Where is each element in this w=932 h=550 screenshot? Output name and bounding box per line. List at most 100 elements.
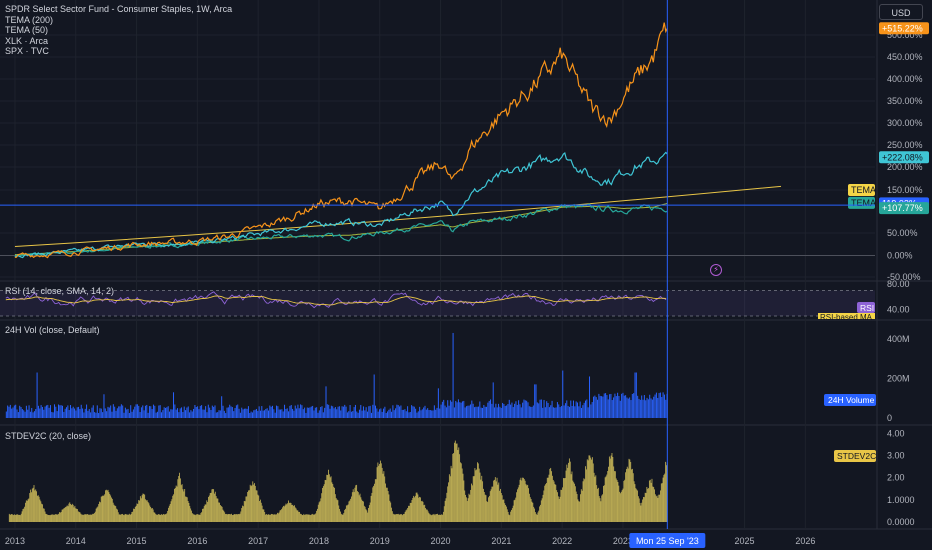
stdev-bar: [76, 509, 78, 522]
stdev-bar: [403, 513, 405, 522]
stdev-bar: [431, 515, 432, 522]
stdev-bar: [573, 482, 575, 522]
stdev-bar: [644, 492, 646, 522]
stdev-bar: [536, 514, 538, 522]
stdev-bar: [423, 505, 425, 522]
legend-tema-50[interactable]: TEMA (50): [5, 25, 49, 35]
volume-bar: [530, 406, 532, 418]
rsi-pane-title[interactable]: RSI (14, close, SMA, 14, 2): [5, 286, 115, 296]
volume-bar: [146, 404, 148, 418]
volume-bar: [207, 404, 209, 418]
volume-bar: [258, 406, 260, 418]
stdev-bar: [195, 515, 197, 522]
volume-bar: [526, 400, 528, 418]
stdev-bar: [340, 513, 342, 522]
volume-bar: [615, 396, 617, 418]
volume-bar: [570, 400, 572, 418]
volume-bar: [52, 412, 54, 418]
volume-bar: [302, 409, 304, 418]
stdev-bar: [471, 485, 473, 522]
stdev-bar: [323, 484, 325, 522]
stdev-bar: [100, 496, 102, 522]
symbol-title[interactable]: SPDR Select Sector Fund - Consumer Stapl…: [5, 4, 233, 14]
volume-bar: [641, 395, 643, 418]
volume-bar: [408, 412, 410, 418]
stdev-bar: [230, 514, 232, 522]
legend-tema-200[interactable]: TEMA (200): [5, 14, 54, 25]
x-axis-tick-1: 2014: [66, 536, 86, 546]
stdev-bar: [317, 504, 319, 522]
currency-button[interactable]: USD: [879, 4, 923, 20]
stdev-bar: [655, 496, 657, 522]
stdev-bar: [375, 479, 377, 522]
volume-y-tick-0: 400M: [887, 334, 910, 344]
stdev-bar: [654, 494, 656, 522]
stdev-bar: [460, 462, 461, 522]
stdev-bar: [651, 478, 653, 522]
stdev-bar: [440, 514, 442, 522]
stdev-bar: [71, 503, 73, 522]
stdev-bar: [68, 503, 70, 522]
volume-bar: [473, 407, 475, 418]
stdev-bar: [97, 506, 99, 522]
stdev-bar: [252, 481, 254, 522]
volume-bar: [17, 412, 19, 418]
stdev-bar: [392, 513, 394, 522]
volume-bar: [484, 406, 486, 418]
stdev-bar: [397, 513, 399, 522]
stdev-bar: [289, 502, 291, 522]
volume-bar: [288, 411, 290, 418]
stdev-bar: [525, 484, 527, 522]
volume-bar: [392, 405, 394, 418]
stdev-bar: [335, 498, 337, 522]
stdev-bar: [42, 504, 43, 522]
volume-bar: [193, 408, 195, 418]
stdev-bar: [586, 459, 588, 522]
stdev-bar: [385, 483, 386, 522]
legend-spx[interactable]: SPX · TVC: [5, 46, 49, 56]
stdev-bar: [662, 477, 664, 522]
volume-bar: [587, 407, 589, 418]
stdev-bar: [220, 506, 222, 522]
main-y-tick-9: 450.00%: [887, 52, 923, 62]
stdev-pane-title[interactable]: STDEV2C (20, close): [5, 431, 92, 441]
x-axis-tick-7: 2020: [431, 536, 451, 546]
stdev-bar: [171, 499, 173, 522]
stdev-bar: [309, 514, 311, 522]
stdev-bar: [275, 514, 277, 522]
stdev-bar: [91, 514, 93, 522]
stdev-bar: [437, 514, 439, 522]
volume-bar: [127, 408, 129, 418]
stdev-bar: [285, 503, 287, 522]
volume-bar: [361, 410, 363, 418]
stdev-bar: [122, 514, 124, 522]
lightning-icon[interactable]: ⚡: [710, 264, 722, 276]
stdev-bar: [294, 507, 296, 522]
volume-bar: [591, 402, 593, 418]
stdev-bar: [307, 514, 309, 522]
volume-bar: [147, 412, 149, 418]
stdev-bar: [233, 514, 235, 522]
stdev-bar: [605, 476, 607, 522]
volume-bar: [32, 412, 34, 418]
volume-bar: [203, 409, 205, 418]
volume-bar: [170, 409, 172, 418]
stdev-bar: [635, 488, 637, 522]
stdev-bar: [48, 515, 50, 522]
stdev-bar: [380, 463, 382, 522]
volume-bar: [566, 400, 568, 418]
legend-xlk[interactable]: XLK · Arca: [5, 35, 49, 46]
stdev-bar: [300, 513, 302, 522]
stdev-bar: [126, 514, 128, 522]
stdev-bar: [434, 515, 436, 522]
stdev-bar: [116, 508, 118, 522]
stdev-bar: [470, 489, 472, 522]
stdev-bar: [86, 514, 88, 522]
stdev-bar: [478, 468, 480, 522]
volume-bar: [502, 402, 504, 418]
volume-pane-title[interactable]: 24H Vol (close, Default): [5, 325, 100, 335]
volume-bar: [202, 409, 204, 418]
stdev-bar: [537, 512, 539, 522]
volume-bar: [540, 399, 542, 418]
